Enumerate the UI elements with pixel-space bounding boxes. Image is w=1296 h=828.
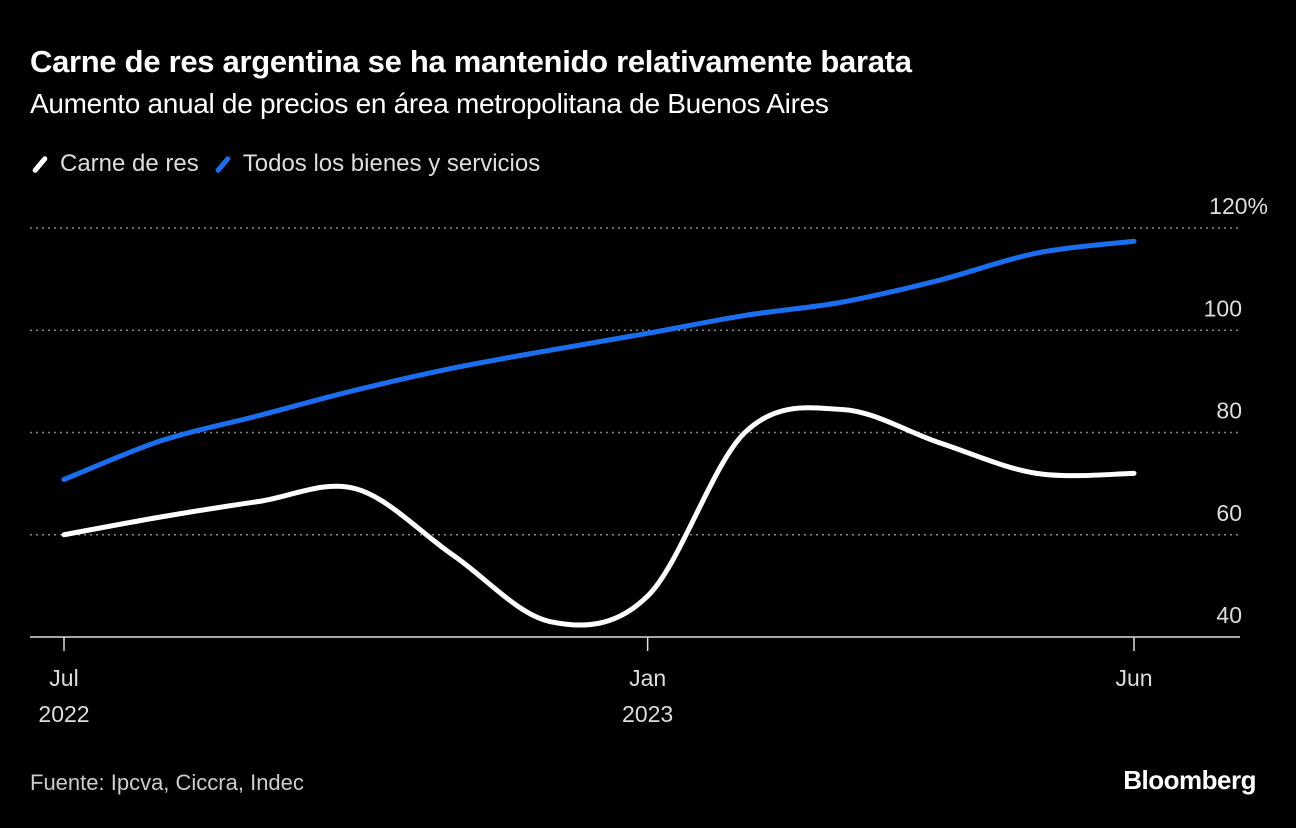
legend-item-beef: Carne de res xyxy=(30,150,199,178)
y-tick-label: 60 xyxy=(1216,500,1242,526)
y-tick-label: 80 xyxy=(1216,398,1242,424)
x-tick-label: Jul xyxy=(49,665,78,691)
legend-label-all-goods: Todos los bienes y servicios xyxy=(242,150,541,177)
legend-item-all-goods: Todos los bienes y servicios xyxy=(213,150,540,178)
y-tick-label: 100 xyxy=(1204,295,1242,321)
x-tick-sublabel: 2023 xyxy=(622,701,673,727)
x-tick-label: Jun xyxy=(1115,665,1152,691)
series-line-beef xyxy=(61,405,1137,628)
y-tick-label: 120% xyxy=(1209,193,1268,219)
series-line-all-goods xyxy=(61,238,1137,483)
chart-title: Carne de res argentina se ha mantenido r… xyxy=(30,44,912,79)
x-tick-label: Jan xyxy=(629,665,666,691)
source-note: Fuente: Ipcva, Ciccra, Indec xyxy=(30,770,304,795)
y-tick-label: 40 xyxy=(1216,602,1242,628)
x-tick-sublabel: 2022 xyxy=(38,701,89,727)
bloomberg-logo: Bloomberg xyxy=(1123,765,1256,795)
chart-subtitle: Aumento anual de precios en área metropo… xyxy=(30,88,829,119)
legend: Carne de res Todos los bienes y servicio… xyxy=(30,150,540,178)
legend-label-beef: Carne de res xyxy=(60,150,199,177)
